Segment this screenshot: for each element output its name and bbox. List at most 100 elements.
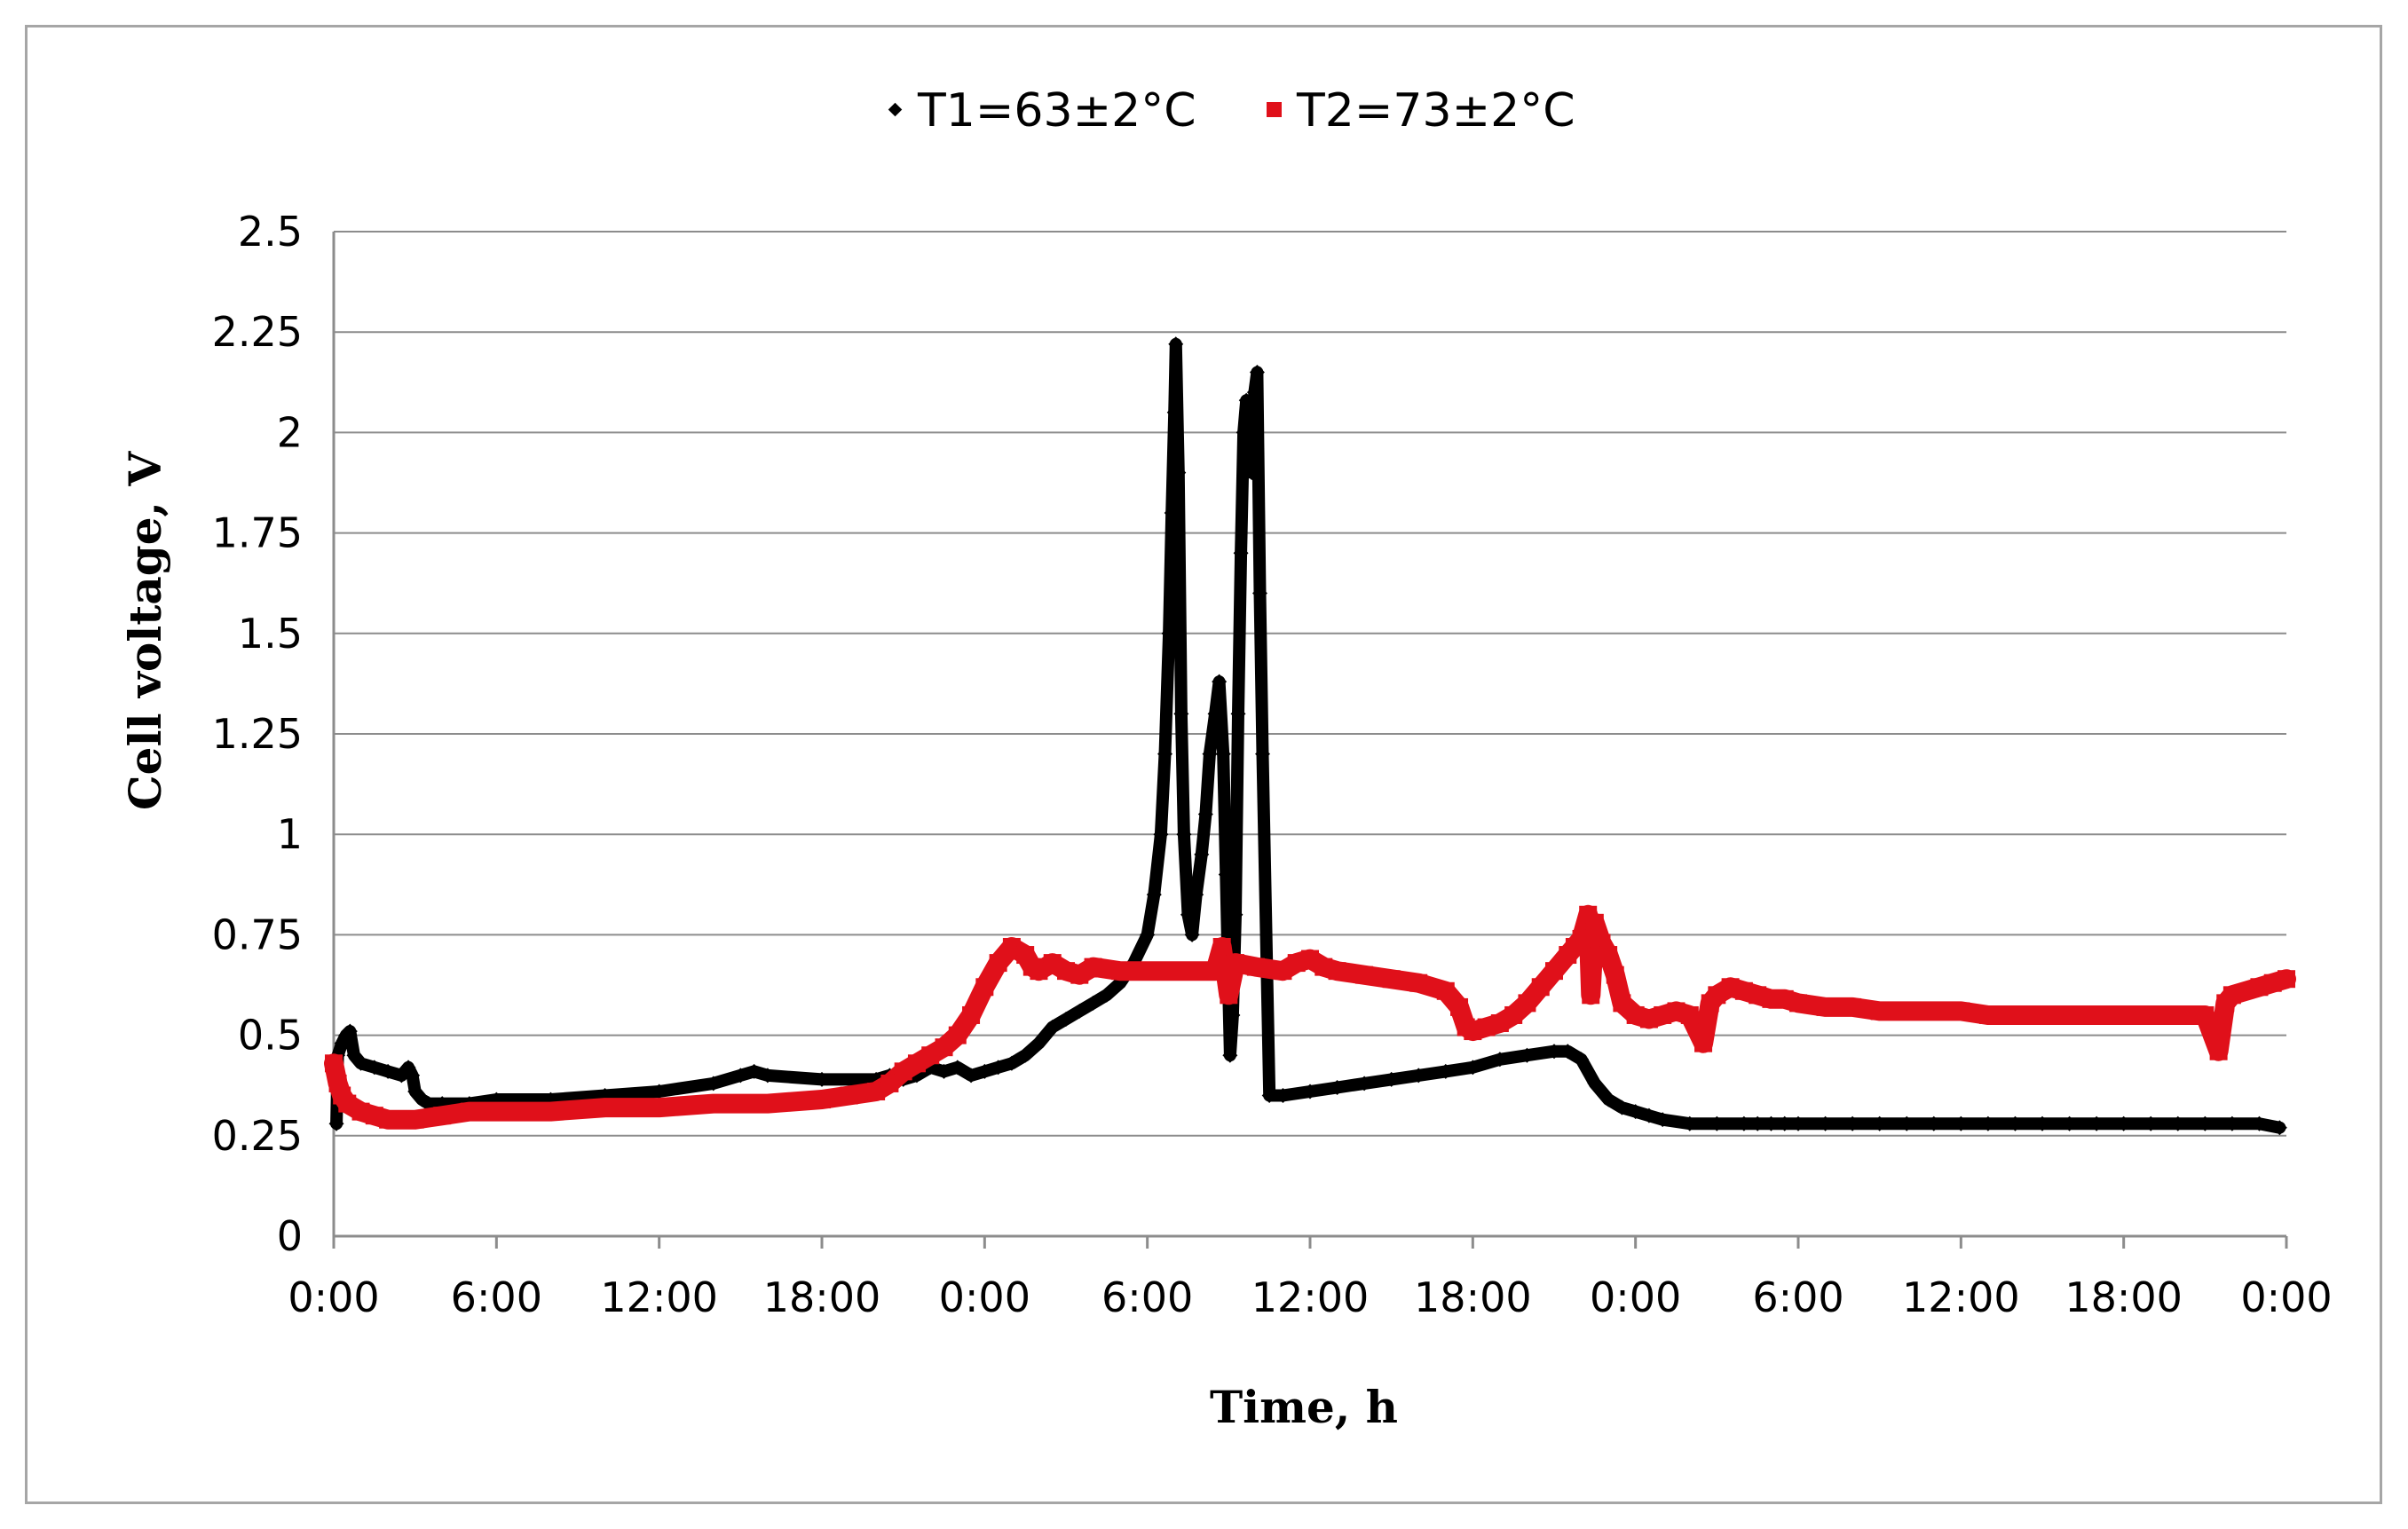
y-tick-label: 0.75: [212, 910, 303, 958]
data-point: [1084, 958, 1102, 976]
data-point: [1519, 1047, 1535, 1063]
data-point: [1226, 954, 1244, 973]
data-point: [1215, 746, 1231, 762]
data-point: [1261, 1088, 1277, 1104]
data-point: [1275, 1088, 1291, 1104]
data-point: [746, 1063, 762, 1079]
data-point: [1654, 1005, 1672, 1024]
legend-item-t1: T1=63±2°C: [888, 84, 1196, 138]
series-layer: [324, 336, 2296, 1136]
data-point: [1099, 987, 1115, 1003]
data-point: [1899, 1115, 1915, 1131]
data-point: [1356, 1076, 1372, 1092]
data-point: [1330, 1079, 1346, 1095]
data-point: [1164, 505, 1180, 521]
data-point: [2209, 1042, 2228, 1060]
data-point: [1382, 970, 1401, 989]
data-point: [2197, 1115, 2213, 1131]
data-point: [975, 978, 994, 997]
data-point: [1790, 1115, 1806, 1131]
data-point: [1017, 1047, 1033, 1063]
data-point: [1212, 674, 1228, 690]
data-point: [1531, 978, 1550, 997]
data-point: [1492, 1052, 1508, 1068]
data-point: [1464, 1022, 1482, 1041]
x-tick-label: 18:00: [2065, 1273, 2183, 1321]
data-point: [936, 1063, 951, 1079]
y-axis-title: Cell voltage, V: [119, 451, 171, 810]
x-tick-label: 0:00: [939, 1273, 1030, 1321]
data-point: [894, 1062, 912, 1081]
data-point: [963, 1068, 979, 1084]
data-point: [1161, 626, 1177, 642]
data-point: [1614, 1099, 1630, 1115]
data-point: [1194, 847, 1210, 863]
data-point: [2263, 973, 2282, 992]
data-point: [1233, 545, 1249, 561]
data-point: [962, 1005, 981, 1024]
data-point: [1667, 1002, 1686, 1021]
y-tick-label: 0: [277, 1212, 303, 1260]
data-point: [2062, 1115, 2078, 1131]
data-point: [1898, 1002, 1916, 1021]
data-point: [1721, 978, 1740, 997]
data-point: [732, 1068, 748, 1084]
data-point: [2088, 1115, 2104, 1131]
data-point: [1071, 1003, 1087, 1019]
data-point: [950, 1060, 966, 1076]
data-point: [1251, 586, 1267, 602]
data-point: [880, 1074, 899, 1092]
data-point: [1789, 994, 1807, 1013]
data-point: [487, 1102, 506, 1121]
data-point: [1870, 1002, 1889, 1021]
data-point: [1777, 1115, 1793, 1131]
data-point: [1138, 962, 1157, 981]
data-point: [1628, 1104, 1644, 1120]
data-point: [1600, 1092, 1616, 1107]
data-point: [1043, 954, 1062, 973]
data-point: [1816, 997, 1835, 1016]
y-tick-label: 2.5: [238, 208, 303, 256]
data-point: [1384, 1071, 1400, 1087]
data-point: [1220, 986, 1238, 1005]
legend-label-t1: T1=63±2°C: [917, 84, 1196, 138]
data-point: [2222, 986, 2241, 1005]
data-point: [1301, 950, 1319, 968]
data-point: [1328, 962, 1346, 981]
data-point: [2088, 1005, 2106, 1024]
data-point: [1218, 866, 1234, 882]
grid-lines: [334, 231, 2286, 1137]
data-point: [2143, 1115, 2159, 1131]
data-point: [1490, 1014, 1509, 1033]
x-tick-label: 6:00: [1101, 1273, 1193, 1321]
data-point: [1030, 962, 1048, 981]
data-point: [1762, 989, 1780, 1008]
data-point: [1188, 887, 1204, 902]
data-point: [406, 1110, 424, 1129]
data-point: [1230, 705, 1246, 721]
data-point: [1057, 962, 1075, 981]
data-point: [1246, 958, 1265, 976]
data-point: [460, 1102, 478, 1121]
legend-marker-t1: [888, 102, 903, 117]
data-point: [1157, 746, 1173, 762]
data-point: [351, 1102, 370, 1121]
data-point: [1872, 1115, 1888, 1131]
data-point: [1694, 1034, 1713, 1052]
data-point: [1952, 1002, 1970, 1021]
data-point: [948, 1026, 967, 1044]
x-tick-label: 18:00: [1414, 1273, 1532, 1321]
data-point: [1546, 1044, 1562, 1060]
data-point: [867, 1082, 886, 1100]
data-point: [1708, 986, 1726, 1005]
data-point: [1206, 962, 1225, 981]
data-point: [1626, 1005, 1645, 1024]
data-point: [2116, 1115, 2132, 1131]
data-point: [2251, 1115, 2267, 1131]
data-point: [1176, 826, 1192, 842]
legend-marker-t2: [1267, 102, 1282, 117]
data-point: [706, 1076, 722, 1092]
x-tick-label: 12:00: [1251, 1273, 1370, 1321]
data-point: [1030, 1036, 1046, 1052]
data-point: [1680, 1005, 1699, 1024]
